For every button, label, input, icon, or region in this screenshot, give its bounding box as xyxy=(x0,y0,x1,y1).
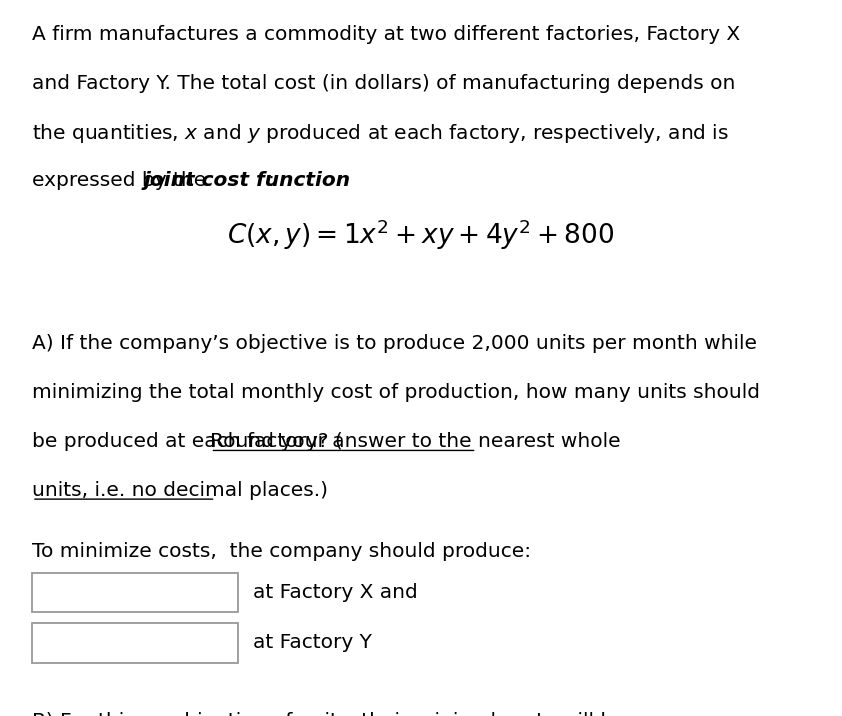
Text: Round your answer to the nearest whole: Round your answer to the nearest whole xyxy=(210,432,621,451)
Text: minimizing the total monthly cost of production, how many units should: minimizing the total monthly cost of pro… xyxy=(32,383,760,402)
Text: expressed by the: expressed by the xyxy=(32,171,213,190)
Text: A firm manufactures a commodity at two different factories, Factory X: A firm manufactures a commodity at two d… xyxy=(32,25,740,44)
Text: units, i.e. no decimal places.): units, i.e. no decimal places.) xyxy=(32,480,328,500)
Text: at Factory Y: at Factory Y xyxy=(253,634,372,652)
Text: and Factory Y. The total cost (in dollars) of manufacturing depends on: and Factory Y. The total cost (in dollar… xyxy=(32,74,735,93)
Text: A) If the company’s objective is to produce 2,000 units per month while: A) If the company’s objective is to prod… xyxy=(32,334,757,354)
Text: To minimize costs,  the company should produce:: To minimize costs, the company should pr… xyxy=(32,542,531,561)
FancyBboxPatch shape xyxy=(32,624,238,663)
Text: $C(x, y) = 1x^2 + xy + 4y^2 + 800$: $C(x, y) = 1x^2 + xy + 4y^2 + 800$ xyxy=(227,218,615,253)
Text: be produced at each factory? (: be produced at each factory? ( xyxy=(32,432,343,451)
FancyBboxPatch shape xyxy=(32,573,238,612)
Text: :: : xyxy=(268,171,274,190)
Text: at Factory X and: at Factory X and xyxy=(253,583,418,601)
Text: the quantities, $x$ and $y$ produced at each factory, respectively, and is: the quantities, $x$ and $y$ produced at … xyxy=(32,122,729,145)
Text: B) For this combination of units, their minimal costs will be: B) For this combination of units, their … xyxy=(32,711,626,716)
Text: joint cost function: joint cost function xyxy=(143,171,350,190)
